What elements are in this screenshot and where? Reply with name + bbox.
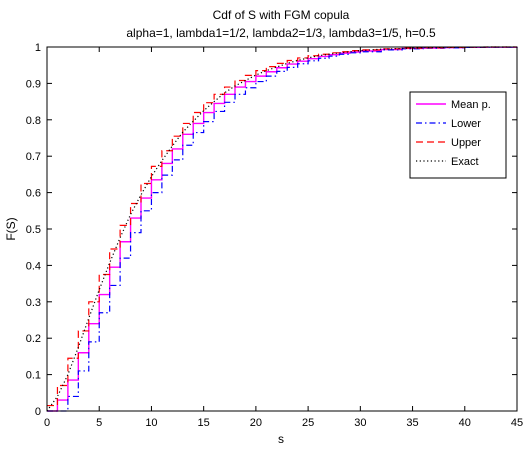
y-tick-label: 1	[35, 42, 41, 54]
series-line-mean-p	[47, 46, 518, 412]
legend-entry: Exact	[451, 156, 479, 168]
y-tick-label: 0.7	[26, 151, 41, 163]
plot-area: 0 5 10 15 20 25 30 35 40 45 0 0.1 0.2 0.3 0.4 0.5 0.6 0.7…	[26, 42, 523, 429]
legend-entry: Mean p.	[451, 99, 491, 111]
y-tick-label: 0.4	[26, 260, 41, 272]
chart-title: Cdf of S with FGM copula	[213, 8, 350, 22]
x-tick-label: 15	[198, 417, 210, 429]
series-line-upper	[47, 46, 517, 407]
x-axis-label: s	[278, 432, 284, 446]
series-line-lower	[47, 46, 518, 412]
legend: Mean p. Lower Upper Exact	[409, 91, 507, 179]
legend-box	[409, 91, 507, 179]
y-axis-label: F(S)	[4, 217, 18, 240]
chart-subtitle: alpha=1, lambda1=1/2, lambda2=1/3, lambd…	[126, 26, 436, 40]
legend-entry: Lower	[451, 118, 481, 130]
y-tick-label: 0.5	[26, 224, 41, 236]
x-tick-label: 45	[511, 417, 523, 429]
y-tick-label: 0.6	[26, 188, 41, 200]
y-tick-label: 0.3	[26, 297, 41, 309]
x-tick-label: 40	[459, 417, 471, 429]
x-tick-label: 5	[96, 417, 102, 429]
y-tick-label: 0.9	[26, 78, 41, 90]
x-tick-label: 10	[145, 417, 157, 429]
y-tick-label: 0	[35, 406, 41, 418]
x-tick-label: 20	[250, 417, 262, 429]
x-tick-label: 0	[44, 417, 50, 429]
y-tick-label: 0.1	[26, 370, 41, 382]
y-tick-label: 0.2	[26, 333, 41, 345]
x-tick-label: 25	[302, 417, 314, 429]
x-tick-label: 35	[406, 417, 418, 429]
y-tick-label: 0.8	[26, 115, 41, 127]
x-tick-label: 30	[354, 417, 366, 429]
legend-entry: Upper	[451, 137, 481, 149]
